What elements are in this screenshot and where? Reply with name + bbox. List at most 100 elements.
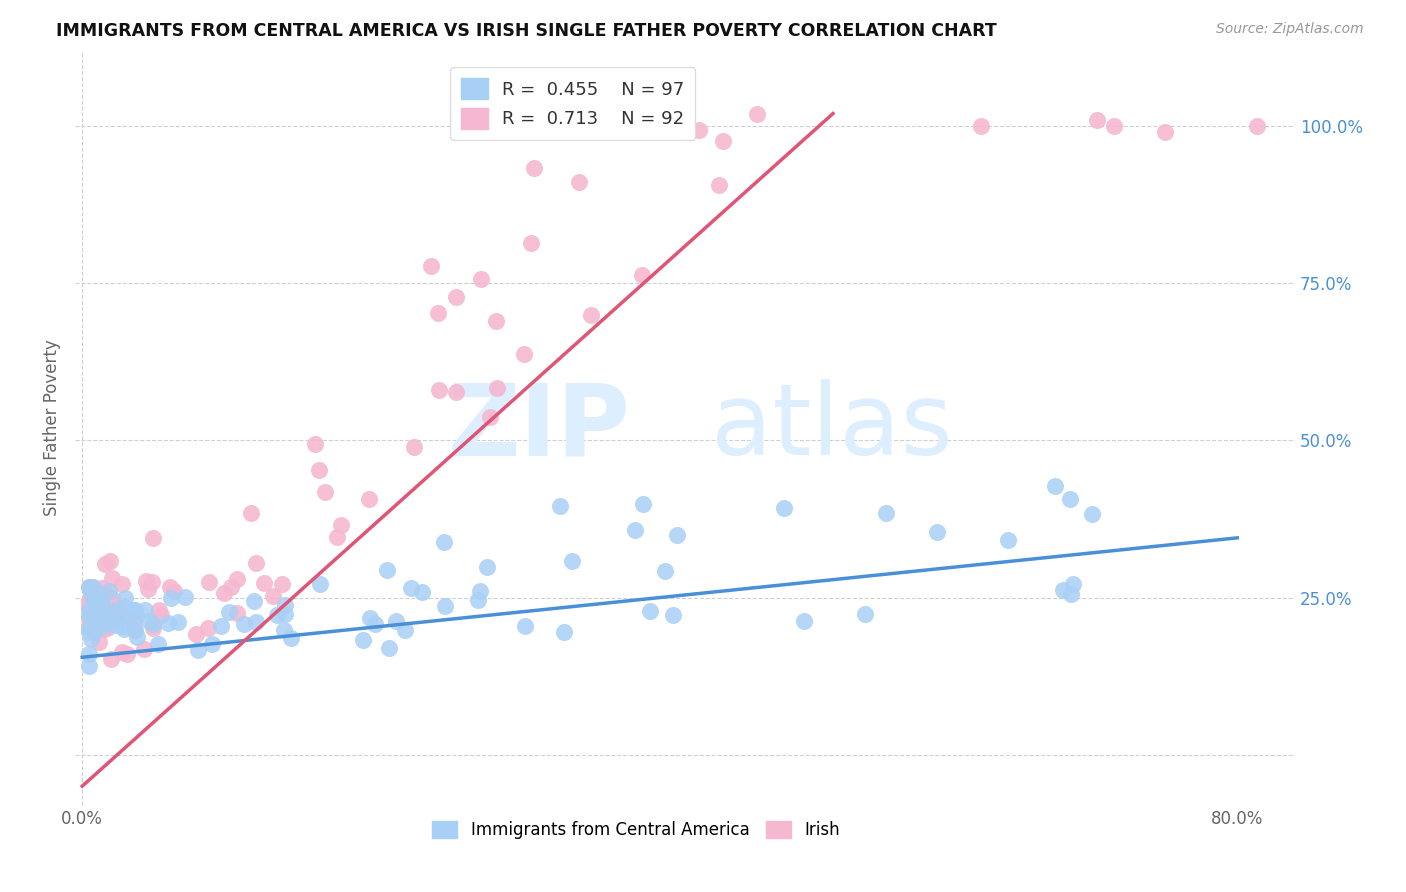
Point — [239, 506, 262, 520]
Point — [79, 585, 101, 599]
Point — [201, 637, 224, 651]
Point — [79, 624, 101, 639]
Point — [470, 583, 492, 598]
Point — [134, 603, 156, 617]
Point — [280, 631, 302, 645]
Point — [94, 558, 117, 572]
Point — [79, 594, 101, 608]
Point — [79, 592, 101, 607]
Point — [105, 611, 128, 625]
Point — [266, 607, 288, 622]
Point — [90, 613, 112, 627]
Point — [633, 498, 655, 512]
Point — [475, 560, 498, 574]
Point — [124, 623, 146, 637]
Point — [101, 571, 124, 585]
Point — [225, 606, 247, 620]
Point — [91, 581, 114, 595]
Point — [80, 618, 103, 632]
Point — [100, 599, 122, 613]
Point — [141, 621, 163, 635]
Point — [485, 314, 508, 328]
Point — [364, 616, 387, 631]
Y-axis label: Single Father Poverty: Single Father Poverty — [44, 340, 60, 516]
Point — [273, 623, 295, 637]
Point — [274, 607, 297, 621]
Point — [793, 614, 815, 628]
Point — [135, 574, 157, 588]
Point — [467, 593, 489, 607]
Text: Source: ZipAtlas.com: Source: ZipAtlas.com — [1216, 22, 1364, 37]
Point — [243, 594, 266, 608]
Point — [1153, 125, 1175, 139]
Point — [84, 609, 107, 624]
Point — [163, 584, 186, 599]
Point — [98, 554, 121, 568]
Point — [80, 632, 103, 646]
Point — [209, 619, 232, 633]
Point — [101, 591, 124, 606]
Point — [93, 622, 115, 636]
Point — [375, 563, 398, 577]
Point — [444, 385, 467, 400]
Point — [124, 603, 146, 617]
Point — [79, 580, 101, 594]
Point — [100, 652, 122, 666]
Point — [141, 575, 163, 590]
Point — [479, 410, 502, 425]
Point — [83, 614, 105, 628]
Point — [304, 437, 326, 451]
Point — [394, 624, 416, 638]
Point — [83, 615, 105, 630]
Point — [83, 625, 105, 640]
Point — [124, 615, 146, 629]
Point — [82, 580, 104, 594]
Point — [166, 615, 188, 629]
Point — [80, 580, 103, 594]
Point — [80, 597, 103, 611]
Point — [707, 178, 730, 192]
Point — [112, 622, 135, 636]
Point — [184, 626, 207, 640]
Point — [79, 601, 101, 615]
Point — [548, 499, 571, 513]
Point — [83, 591, 105, 606]
Point — [1059, 587, 1081, 601]
Point — [89, 599, 111, 614]
Point — [89, 592, 111, 607]
Point — [713, 134, 735, 148]
Point — [401, 582, 423, 596]
Point — [86, 599, 108, 614]
Point — [148, 637, 170, 651]
Point — [357, 491, 380, 506]
Point — [654, 564, 676, 578]
Point — [747, 106, 769, 120]
Point — [125, 610, 148, 624]
Point — [309, 577, 332, 591]
Point — [93, 619, 115, 633]
Point — [79, 603, 101, 617]
Point — [79, 612, 101, 626]
Point — [553, 625, 575, 640]
Point — [624, 523, 647, 537]
Point — [212, 586, 235, 600]
Point — [132, 641, 155, 656]
Point — [233, 616, 256, 631]
Point — [187, 642, 209, 657]
Point — [114, 599, 136, 614]
Point — [470, 272, 492, 286]
Point — [219, 580, 242, 594]
Point — [125, 630, 148, 644]
Point — [359, 611, 381, 625]
Point — [262, 589, 284, 603]
Point — [378, 640, 401, 655]
Point — [101, 605, 124, 619]
Point — [329, 517, 352, 532]
Point — [160, 591, 183, 605]
Point — [80, 590, 103, 604]
Point — [98, 612, 121, 626]
Point — [111, 619, 134, 633]
Point — [79, 581, 101, 595]
Point — [159, 580, 181, 594]
Point — [245, 556, 267, 570]
